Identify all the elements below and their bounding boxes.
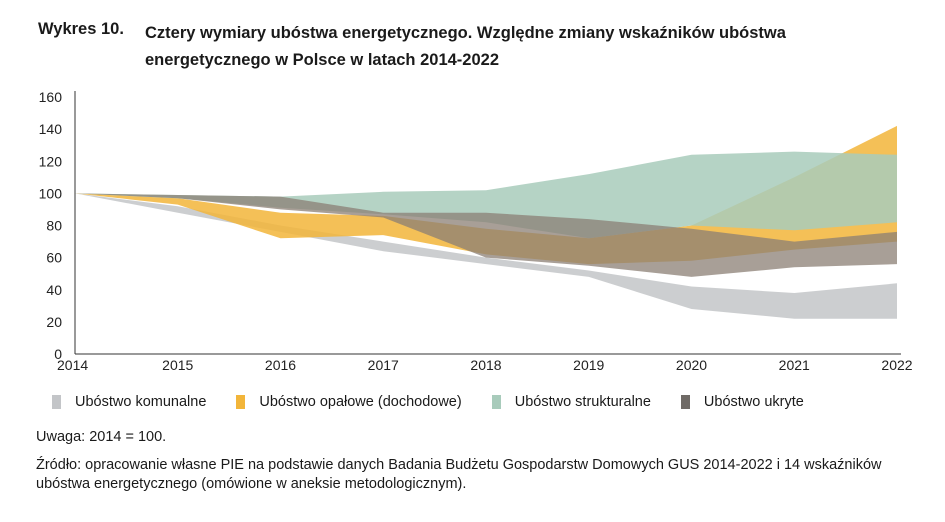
y-tick-label: 100 [39, 185, 63, 201]
y-tick-label: 160 [39, 89, 63, 105]
legend-item-komunalne: Ubóstwo komunalne [52, 394, 206, 410]
x-tick-label: 2021 [779, 357, 810, 373]
legend-label-strukturalne: Ubóstwo strukturalne [514, 394, 651, 410]
x-tick-label: 2020 [676, 357, 707, 373]
y-tick-label: 120 [39, 153, 63, 169]
legend-item-opalowe: Ubóstwo opałowe (dochodowe) [236, 394, 462, 410]
legend-swatch-ukryte [680, 395, 690, 409]
area-series-1 [75, 193, 897, 319]
y-tick-label: 140 [39, 121, 63, 137]
legend-swatch-komunalne [52, 395, 61, 409]
area-series-4 [75, 193, 897, 277]
x-tick-label: 2019 [573, 357, 604, 373]
figure-title: Cztery wymiary ubóstwa energetycznego. W… [145, 24, 786, 69]
source-text: Źródło: opracowanie własne PIE na podsta… [36, 457, 882, 492]
area-series-3 [75, 151, 897, 239]
legend-label-komunalne: Ubóstwo komunalne [75, 394, 207, 410]
x-tick-label: 2016 [265, 357, 296, 373]
y-tick-label: 0 [54, 346, 62, 362]
legend-item-strukturalne: Ubóstwo strukturalne [491, 394, 651, 410]
y-tick-label: 60 [46, 250, 62, 266]
x-tick-label: 2017 [368, 357, 399, 373]
legend-swatch-opalowe [236, 395, 246, 409]
y-tick-label: 20 [46, 314, 62, 330]
x-tick-label: 2022 [881, 357, 912, 373]
x-tick-label: 2014 [57, 357, 88, 373]
legend-swatch-strukturalne [491, 395, 501, 409]
x-tick-label: 2015 [162, 357, 193, 373]
y-tick-label: 40 [46, 282, 62, 298]
legend: Ubóstwo komunalne Ubóstwo opałowe (docho… [52, 394, 834, 410]
y-tick-label: 80 [46, 218, 62, 234]
figure-label: Wykres 10. [38, 20, 124, 38]
x-tick-label: 2018 [470, 357, 501, 373]
legend-label-opalowe: Ubóstwo opałowe (dochodowe) [259, 394, 462, 410]
legend-item-ukryte: Ubóstwo ukryte [680, 394, 804, 410]
note: Uwaga: 2014 = 100. [36, 429, 167, 445]
area-chart: 0 20 40 60 80 100 120 140 160 2014 2015 2016 2017 201… [39, 89, 913, 373]
legend-label-ukryte: Ubóstwo ukryte [703, 394, 804, 410]
